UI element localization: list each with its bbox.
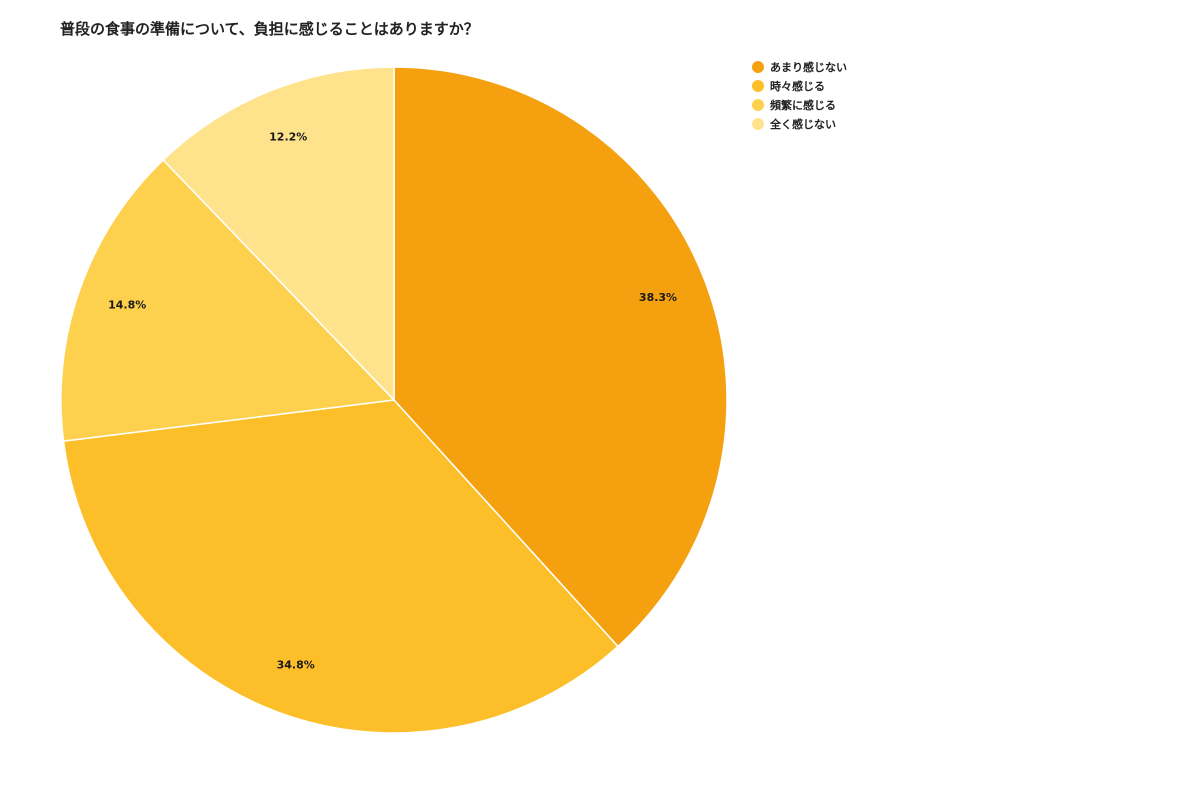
legend-swatch [752,117,764,130]
pie-slice[interactable] [393,66,728,648]
legend-item[interactable]: あまり感じない [752,57,847,76]
legend-item[interactable]: 頻繁に感じる [752,95,847,114]
pie-slice-label: 12.2% [269,130,307,143]
pie-slice[interactable] [62,399,619,734]
chart-title: 普段の食事の準備について、負担に感じることはありますか？ [60,20,479,38]
legend-label: 時々感じる [770,79,825,93]
legend: あまり感じない 時々感じる 頻繁に感じる 全く感じない [752,57,847,133]
legend-swatch [752,79,764,92]
pie-slice-label: 14.8% [108,298,146,311]
legend-item[interactable]: 時々感じる [752,76,847,95]
pie-slice-label: 34.8% [277,658,315,671]
legend-swatch [752,98,764,111]
legend-swatch [752,60,764,73]
legend-label: 頻繁に感じる [770,98,836,112]
pie-slices [60,66,728,734]
legend-label: 全く感じない [770,117,836,131]
pie-slice[interactable] [60,158,396,443]
legend-item[interactable]: 全く感じない [752,114,847,133]
pie-slice[interactable] [162,66,395,402]
legend-label: あまり感じない [770,60,847,74]
pie-slice-labels: 38.3% 34.8% 14.8% 12.2% [108,130,677,671]
pie-slice-label: 38.3% [639,291,677,304]
